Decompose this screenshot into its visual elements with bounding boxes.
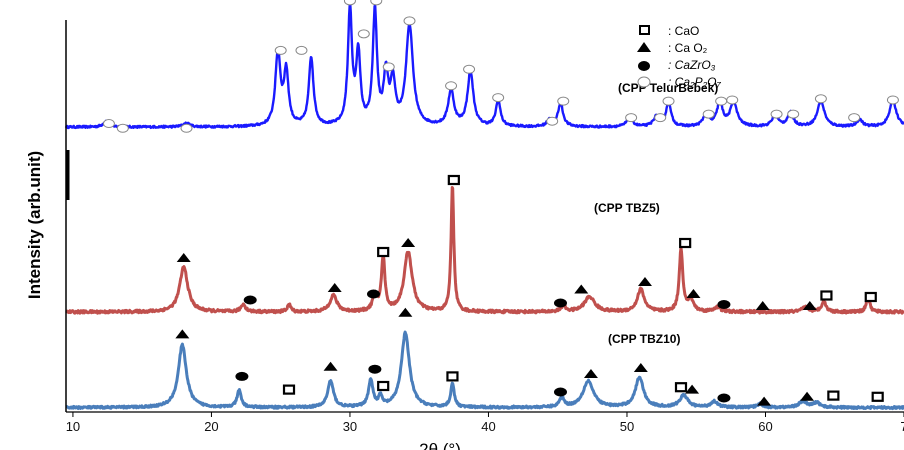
peak-marker-triangle <box>633 363 648 372</box>
x-tick-label: 60 <box>758 419 772 434</box>
peak-marker-open-circle <box>848 113 861 123</box>
peak-marker-filled-circle <box>717 300 731 309</box>
x-tick-label: 40 <box>481 419 495 434</box>
peak-marker-open-square <box>377 380 390 392</box>
plot-markers <box>102 0 899 406</box>
peak-marker-open-circle <box>886 95 899 105</box>
peak-marker-triangle <box>755 301 770 310</box>
series-label-tbz10: (CPP TBZ10) <box>608 332 680 346</box>
peak-marker-open-circle <box>295 45 308 55</box>
peak-marker-triangle <box>176 253 191 262</box>
x-ticks: 10 20 30 40 50 60 7 <box>66 412 904 434</box>
peak-marker-open-circle <box>463 64 476 74</box>
legend: : CaO : Ca O₂ : CaZrO₃ : Ca₂P₂O₇ <box>637 24 721 89</box>
peak-marker-triangle <box>175 329 190 339</box>
peak-marker-open-square <box>377 246 390 258</box>
x-tick-label: 20 <box>204 419 218 434</box>
peak-marker-open-square <box>820 290 833 301</box>
peak-marker-open-square <box>679 237 692 249</box>
peak-marker-open-square <box>446 371 459 382</box>
peak-marker-filled-circle <box>368 364 382 374</box>
peak-marker-open-circle <box>814 94 827 104</box>
peak-marker-triangle <box>574 284 589 294</box>
legend-square-icon <box>639 25 650 35</box>
peak-marker-triangle <box>323 361 338 371</box>
peak-marker-open-circle <box>357 29 370 39</box>
peak-marker-open-circle <box>382 62 395 72</box>
peak-marker-triangle <box>583 369 598 378</box>
peak-marker-filled-circle <box>235 371 249 381</box>
peak-marker-open-circle <box>274 45 287 55</box>
peak-marker-filled-circle <box>553 387 567 397</box>
peak-marker-filled-circle <box>553 298 567 308</box>
peak-marker-filled-circle <box>243 295 257 305</box>
peak-marker-open-square <box>447 174 460 186</box>
peak-marker-open-square <box>864 291 877 303</box>
peak-marker-open-circle <box>787 109 800 119</box>
x-tick-label: 10 <box>66 419 80 434</box>
peak-marker-triangle <box>802 301 817 310</box>
peak-marker-triangle <box>637 277 652 286</box>
peak-marker-open-circle <box>343 0 356 6</box>
legend-label-cao2: : Ca O₂ <box>668 41 708 55</box>
peak-marker-open-circle <box>770 109 783 119</box>
peak-marker-open-circle <box>116 123 129 133</box>
peak-marker-open-circle <box>715 96 728 106</box>
peak-marker-open-circle <box>625 113 638 123</box>
peak-marker-open-circle <box>702 109 715 119</box>
legend-triangle-icon <box>637 42 651 52</box>
legend-open-circle-icon <box>637 76 651 88</box>
series-label-tbz5: (CPP TBZ5) <box>594 201 660 215</box>
x-tick-label: 7 <box>900 419 904 434</box>
peak-marker-triangle <box>686 289 701 298</box>
peak-marker-open-circle <box>102 119 115 129</box>
peak-marker-filled-circle <box>717 393 731 403</box>
peak-marker-open-circle <box>370 0 383 6</box>
legend-filled-circle-icon <box>638 61 650 71</box>
legend-label-cazro3: : CaZrO₃ <box>668 58 716 72</box>
peak-marker-triangle <box>800 391 815 401</box>
series-line-1 <box>65 186 904 315</box>
peak-marker-open-square <box>282 384 296 395</box>
peak-marker-open-square <box>827 390 840 401</box>
peak-marker-triangle <box>398 307 413 317</box>
peak-marker-open-circle <box>403 16 416 26</box>
peak-marker-open-circle <box>445 81 458 91</box>
x-tick-label: 30 <box>343 419 357 434</box>
series-line-0 <box>64 2 904 130</box>
peak-marker-open-circle <box>180 123 193 133</box>
legend-label-cao: : CaO <box>668 24 699 38</box>
peak-marker-open-square <box>871 391 884 402</box>
peak-marker-triangle <box>757 396 772 406</box>
peak-marker-triangle <box>327 283 342 292</box>
peak-marker-triangle <box>401 238 416 247</box>
legend-label-ca2p2o7: : Ca₂P₂O₇ <box>668 75 721 89</box>
peak-marker-filled-circle <box>366 289 380 299</box>
peak-marker-open-square <box>674 382 688 393</box>
peak-marker-open-circle <box>662 96 675 106</box>
peak-marker-open-circle <box>557 96 570 106</box>
peak-marker-open-circle <box>654 113 667 123</box>
peak-marker-open-circle <box>726 95 739 105</box>
peak-marker-triangle <box>685 384 700 394</box>
peak-marker-open-circle <box>492 93 505 103</box>
x-axis-label: 2θ (°) <box>419 440 461 450</box>
y-axis-label: Intensity (arb.unit) <box>25 151 44 299</box>
x-tick-label: 50 <box>620 419 634 434</box>
peak-marker-open-circle <box>546 116 559 126</box>
